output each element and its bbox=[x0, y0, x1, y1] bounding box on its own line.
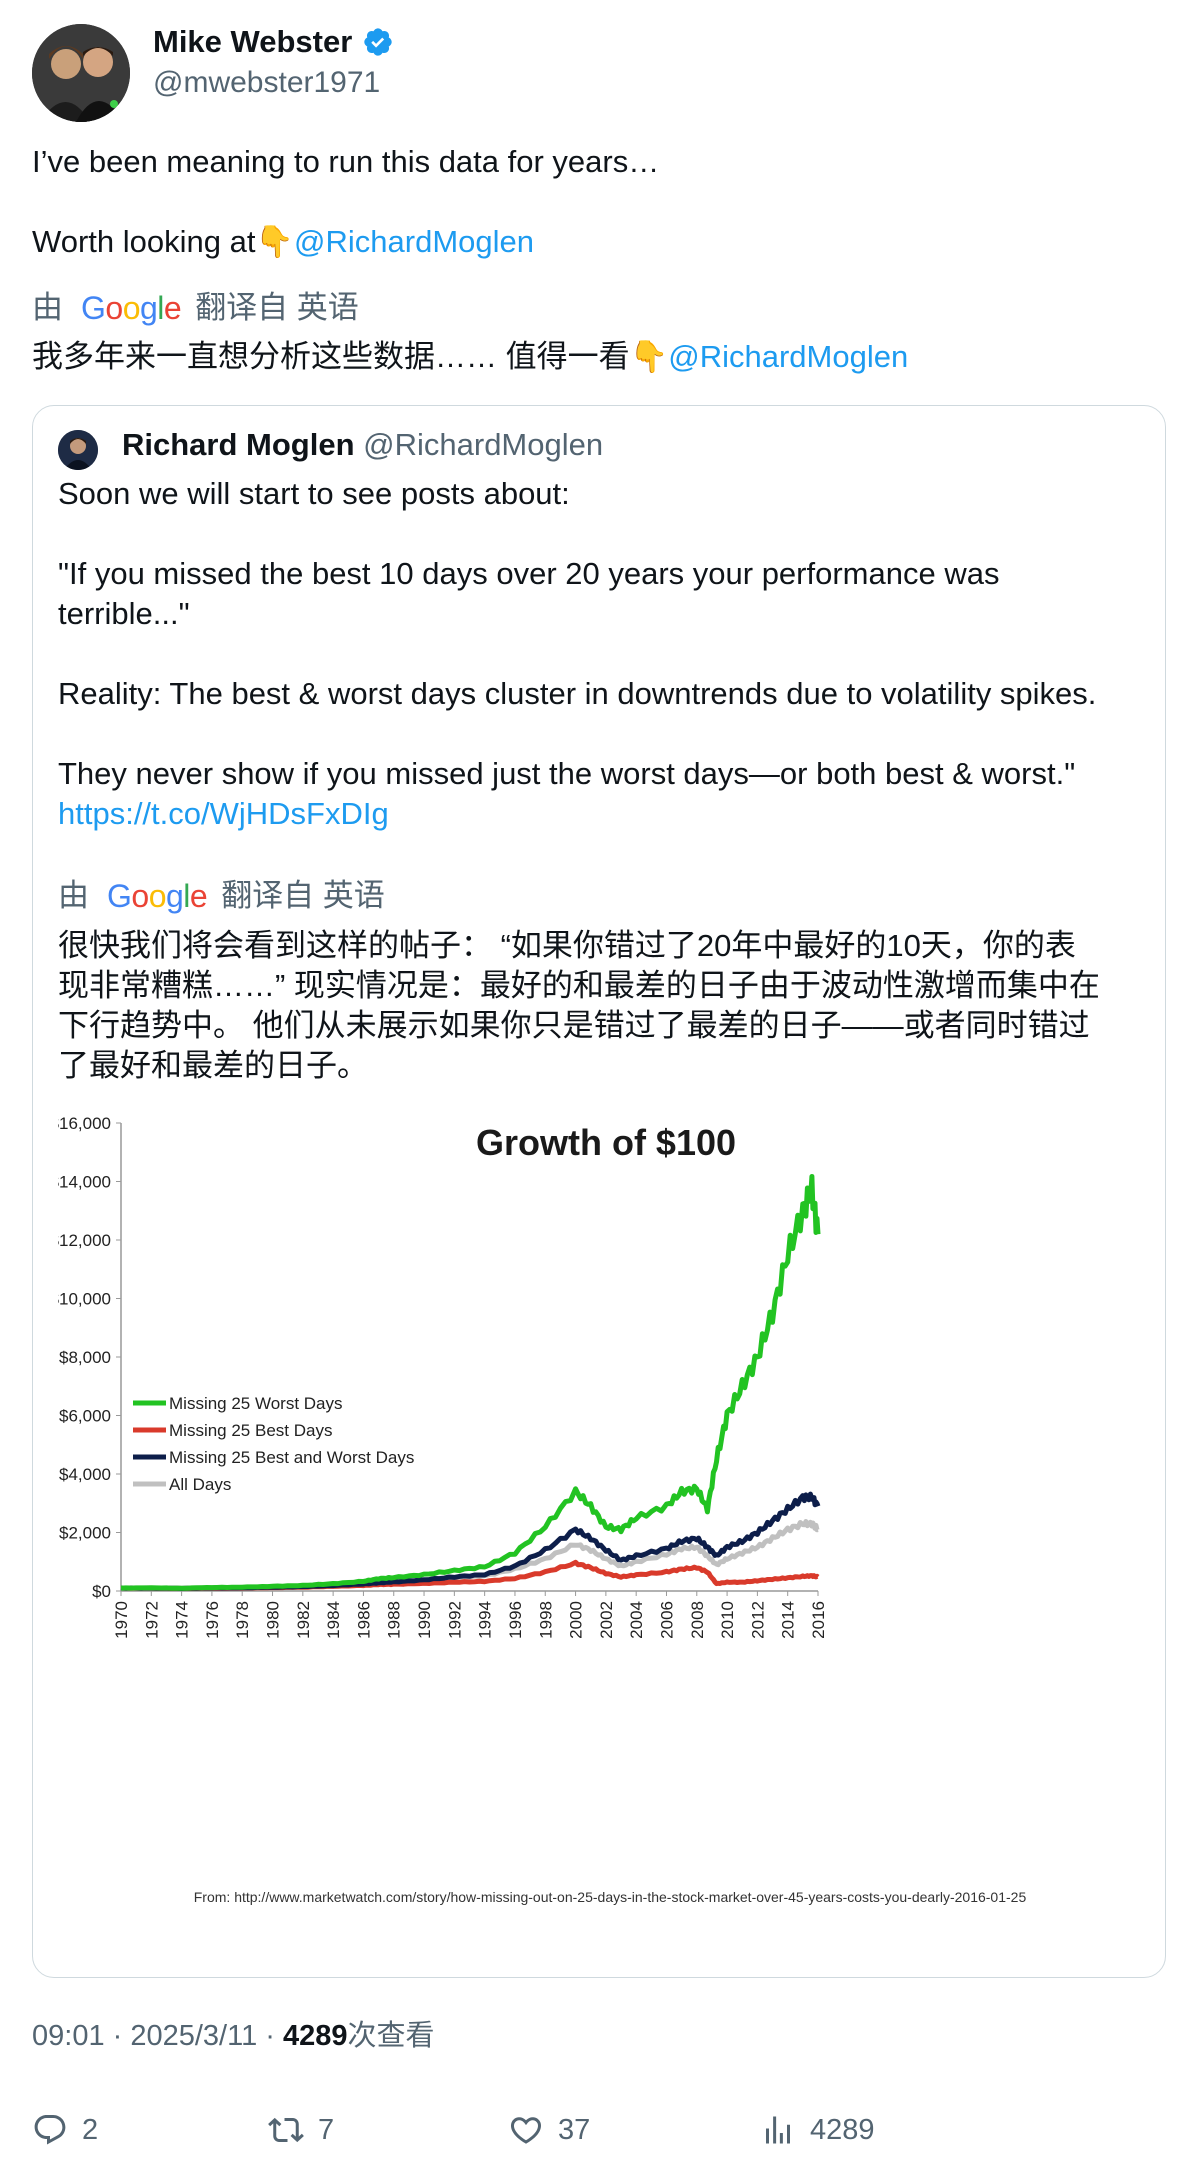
y-tick-label: $4,000 bbox=[59, 1465, 111, 1484]
quote-translation-by: 由 bbox=[58, 878, 89, 913]
quote-author-handle: @RichardMoglen bbox=[363, 427, 604, 462]
y-tick-label: $6,000 bbox=[59, 1407, 111, 1426]
quote-translated-line-4: 了最好和最差的日子。 bbox=[58, 1048, 368, 1083]
x-tick-label: 1998 bbox=[536, 1601, 555, 1639]
x-tick-label: 2012 bbox=[748, 1601, 767, 1639]
x-axis: 1970 1972 1974 1976 1978 1980 1982 1984 1986 1988… bbox=[112, 1590, 828, 1639]
quote-translation-attribution: 由 Google 翻译自 英语 bbox=[58, 876, 385, 916]
quote-link[interactable]: https://t.co/WjHDsFxDIg bbox=[58, 796, 389, 831]
quote-translated-line-1: 很快我们将会看到这样的帖子： “如果你错过了20年中最好的10天，你的表 bbox=[58, 928, 1076, 963]
translated-text: 我多年来一直想分析这些数据…… 值得一看👇@RichardMoglen bbox=[32, 337, 1162, 377]
x-tick-label: 1976 bbox=[203, 1601, 222, 1639]
x-tick-label: 1988 bbox=[385, 1601, 404, 1639]
quote-paragraph-3: Reality: The best & worst days cluster i… bbox=[58, 676, 1097, 711]
y-tick-label: $12,000 bbox=[58, 1231, 111, 1250]
series-lines bbox=[120, 1174, 821, 1591]
x-tick-label: 2016 bbox=[809, 1601, 828, 1639]
translation-label: 翻译自 英语 bbox=[195, 290, 359, 325]
quote-translated-line-2: 现非常糟糕……” 现实情况是：最好的和最差的日子由于波动性激增而集中在 bbox=[58, 968, 1100, 1003]
x-tick-label: 1984 bbox=[324, 1601, 343, 1639]
translation-attribution: 由 Google 翻译自 英语 bbox=[32, 288, 359, 328]
x-tick-label: 1990 bbox=[415, 1601, 434, 1639]
repost-button[interactable]: 7 bbox=[268, 2110, 334, 2150]
reply-icon bbox=[34, 2115, 66, 2145]
repost-count: 7 bbox=[318, 2114, 335, 2146]
reply-button[interactable]: 2 bbox=[32, 2110, 98, 2150]
legend-label: Missing 25 Best Days bbox=[169, 1421, 332, 1440]
quote-paragraph-1: Soon we will start to see posts about: bbox=[58, 476, 570, 511]
growth-chart: Growth of $100 $16,000 $14,000 $12,000 $10,… bbox=[50, 1114, 1027, 1905]
tweet-line-1: I’ve been meaning to run this data for y… bbox=[32, 144, 660, 179]
tweet-line-2-text: Worth looking at👇 bbox=[32, 224, 295, 259]
x-tick-label: 2004 bbox=[627, 1601, 646, 1639]
quote-paragraph-2b: terrible..." bbox=[58, 596, 190, 631]
series-line-2 bbox=[120, 1491, 821, 1591]
views-count: 4289 bbox=[282, 2020, 348, 2052]
x-tick-label: 1978 bbox=[233, 1601, 252, 1639]
quote-author-name: Richard Moglen bbox=[122, 427, 355, 462]
y-tick-label: $16,000 bbox=[58, 1114, 111, 1133]
quote-author: Richard Moglen @RichardMoglen bbox=[122, 425, 603, 465]
x-tick-label: 1992 bbox=[445, 1601, 464, 1639]
translated-mention-link[interactable]: @RichardMoglen bbox=[668, 339, 909, 374]
x-tick-label: 1974 bbox=[173, 1601, 192, 1639]
x-tick-label: 1994 bbox=[476, 1601, 495, 1639]
x-tick-label: 1972 bbox=[142, 1601, 161, 1639]
reply-count: 2 bbox=[82, 2114, 99, 2146]
series-line-0 bbox=[120, 1174, 821, 1591]
translation-by: 由 bbox=[32, 290, 63, 325]
chart-source: From: http://www.marketwatch.com/story/h… bbox=[194, 1889, 1027, 1905]
x-tick-label: 1996 bbox=[506, 1601, 525, 1639]
chart-image[interactable]: Growth of $100 $16,000 $14,000 $12,000 $10,… bbox=[50, 1105, 1148, 1925]
x-tick-label: 1980 bbox=[264, 1601, 283, 1639]
timestamp-text[interactable]: 09:01 · 2025/3/11 · bbox=[32, 2020, 283, 2052]
x-tick-label: 2008 bbox=[688, 1601, 707, 1639]
quote-translated-line-3: 下行趋势中。 他们从未展示如果你只是错过了最差的日子——或者同时错过 bbox=[58, 1008, 1090, 1043]
x-tick-label: 2010 bbox=[718, 1601, 737, 1639]
views-chart-icon bbox=[766, 2116, 790, 2144]
quote-tweet-card[interactable] bbox=[32, 405, 1166, 1978]
quote-google-logo: Google bbox=[107, 878, 208, 914]
x-tick-label: 1982 bbox=[294, 1601, 313, 1639]
repost-icon bbox=[268, 2117, 304, 2143]
views-button[interactable]: 4289 bbox=[760, 2110, 875, 2150]
like-count: 37 bbox=[558, 2114, 591, 2146]
x-tick-label: 2006 bbox=[657, 1601, 676, 1639]
author-handle[interactable]: @mwebster1971 bbox=[153, 66, 381, 99]
google-logo: Google bbox=[81, 290, 182, 326]
quote-translation-label: 翻译自 英语 bbox=[221, 878, 385, 913]
legend-label: Missing 25 Best and Worst Days bbox=[169, 1448, 414, 1467]
x-tick-label: 2014 bbox=[779, 1601, 798, 1639]
author-name-text[interactable]: Mike Webster bbox=[153, 24, 353, 59]
x-tick-label: 2002 bbox=[597, 1601, 616, 1639]
chart-legend: Missing 25 Worst Days Missing 25 Best Day… bbox=[133, 1394, 414, 1494]
quote-author-avatar bbox=[58, 430, 98, 470]
mention-link[interactable]: @RichardMoglen bbox=[294, 224, 535, 259]
quote-paragraph-4: They never show if you missed just the w… bbox=[58, 756, 1076, 791]
author-avatar[interactable] bbox=[32, 24, 130, 122]
translated-text-body: 我多年来一直想分析这些数据…… 值得一看👇 bbox=[32, 339, 669, 374]
like-button[interactable]: 37 bbox=[508, 2110, 590, 2150]
y-tick-label: $8,000 bbox=[59, 1348, 111, 1367]
chart-title: Growth of $100 bbox=[476, 1122, 736, 1163]
y-tick-label: $10,000 bbox=[58, 1290, 111, 1309]
x-tick-label: 1970 bbox=[112, 1601, 131, 1639]
y-tick-label: $14,000 bbox=[58, 1173, 111, 1192]
x-tick-label: 1986 bbox=[354, 1601, 373, 1639]
legend-label: All Days bbox=[169, 1475, 231, 1494]
y-tick-label: $0 bbox=[92, 1582, 111, 1601]
tweet-line-2: Worth looking at👇@RichardMoglen bbox=[32, 222, 1162, 262]
author-name[interactable]: Mike Webster bbox=[153, 22, 394, 62]
x-tick-label: 2000 bbox=[567, 1601, 586, 1639]
timestamp[interactable]: 09:01 · 2025/3/11 · 4289次查看 bbox=[32, 2016, 435, 2056]
heart-icon bbox=[510, 2117, 542, 2144]
y-tick-label: $2,000 bbox=[59, 1524, 111, 1543]
views-label: 次查看 bbox=[347, 2020, 435, 2052]
legend-label: Missing 25 Worst Days bbox=[169, 1394, 343, 1413]
views-count-action: 4289 bbox=[810, 2114, 875, 2146]
quote-paragraph-2a: "If you missed the best 10 days over 20 … bbox=[58, 556, 1000, 591]
verified-badge-icon bbox=[364, 28, 392, 56]
y-axis: $16,000 $14,000 $12,000 $10,000 $8,000 $6,000… bbox=[50, 1114, 122, 1601]
